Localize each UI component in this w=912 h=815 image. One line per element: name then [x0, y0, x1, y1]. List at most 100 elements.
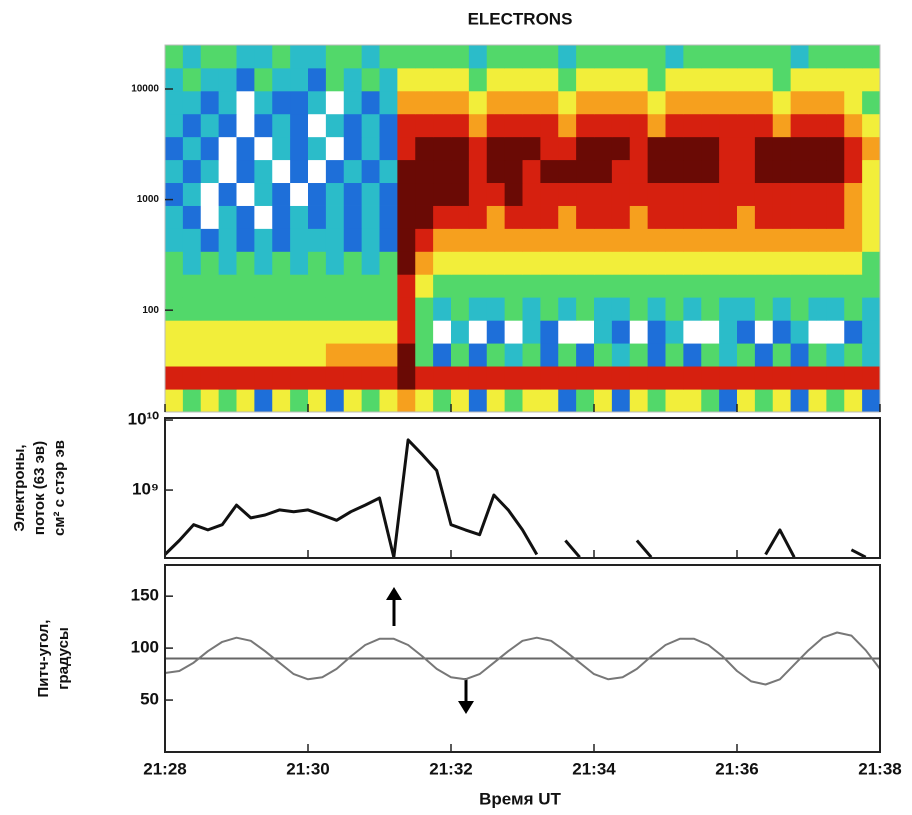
heatmap-cell — [683, 251, 702, 275]
heatmap-cell — [719, 159, 738, 184]
heatmap-cell — [236, 389, 255, 413]
heatmap-cell — [772, 366, 792, 390]
heatmap-cell — [236, 90, 255, 115]
heatmap-cell — [558, 159, 577, 184]
heatmap-cell — [558, 366, 577, 390]
heatmap-cell — [361, 90, 380, 115]
heatmap-cell — [647, 228, 666, 252]
heatmap-cell — [737, 136, 756, 161]
heatmap-cell — [325, 136, 345, 161]
heatmap-cell — [165, 320, 184, 344]
heatmap-cell — [415, 297, 434, 321]
heatmap-cell — [308, 45, 327, 69]
heatmap-cell — [486, 389, 506, 413]
heatmap-cell — [611, 182, 631, 206]
heatmap-cell — [451, 136, 470, 161]
heatmap-cell — [290, 182, 309, 206]
heatmap-cell — [665, 228, 684, 252]
heatmap-cell — [540, 182, 559, 206]
heatmap-cell — [379, 205, 398, 229]
heatmap-cell — [594, 274, 613, 298]
heatmap-cell — [218, 67, 237, 92]
y-tick-label: 10¹⁰ — [128, 410, 160, 429]
heatmap-cell — [683, 205, 702, 229]
heatmap-cell — [325, 205, 345, 229]
heatmap-cell — [415, 90, 434, 115]
heatmap-cell — [361, 136, 380, 161]
heatmap-cell — [182, 274, 202, 298]
heatmap-cell — [468, 297, 488, 321]
heatmap-cell — [665, 90, 684, 115]
heatmap-cell — [862, 389, 881, 413]
heatmap-cell — [236, 274, 255, 298]
heatmap-cell — [486, 159, 506, 184]
heatmap-cell — [701, 113, 720, 138]
panel-frame — [164, 44, 881, 413]
heatmap-cell — [808, 182, 827, 206]
heatmap-cell — [862, 113, 881, 138]
heatmap-cell — [486, 297, 506, 321]
heatmap-cell — [504, 320, 523, 344]
heatmap-cell — [290, 90, 309, 115]
heatmap-cell — [754, 182, 774, 206]
heatmap-cell — [683, 297, 702, 321]
heatmap-cell — [611, 228, 631, 252]
heatmap-cell — [754, 343, 774, 367]
heatmap-cell — [325, 366, 345, 390]
heatmap-cell — [737, 274, 756, 298]
heatmap-cell — [182, 159, 202, 184]
heatmap-cell — [772, 113, 792, 138]
heatmap-cell — [415, 274, 434, 298]
heatmap-cell — [594, 159, 613, 184]
x-tick-label: 21:38 — [858, 759, 901, 778]
heatmap-cell — [522, 320, 541, 344]
heatmap-cell — [737, 228, 756, 252]
heatmap-cell — [647, 297, 666, 321]
heatmap-cell — [683, 159, 702, 184]
heatmap-cell — [361, 205, 380, 229]
heatmap-cell — [522, 67, 541, 92]
heatmap-cell — [754, 251, 774, 275]
heatmap-cell — [361, 67, 380, 92]
heatmap-cell — [594, 343, 613, 367]
heatmap-cell — [844, 45, 863, 69]
heatmap-cell — [719, 251, 738, 275]
heatmap-cell — [200, 45, 220, 69]
heatmap-cell — [719, 205, 738, 229]
heatmap-cell — [772, 205, 792, 229]
heatmap-cell — [647, 90, 666, 115]
heatmap-cell — [451, 45, 470, 69]
heatmap-cell — [754, 297, 774, 321]
heatmap-cell — [683, 389, 702, 413]
heatmap-cell — [629, 205, 649, 229]
heatmap-cell — [540, 205, 559, 229]
panel: 100 1000 10000 — [131, 44, 881, 413]
heatmap-cell — [415, 320, 434, 344]
heatmap-cell — [826, 251, 845, 275]
heatmap-cell — [325, 159, 345, 184]
heatmap-cell — [629, 182, 649, 206]
x-tick-label: 21:28 — [143, 759, 186, 778]
heatmap-cell — [701, 297, 720, 321]
heatmap-cell — [576, 343, 595, 367]
heatmap-cell — [218, 251, 237, 275]
heatmap-cell — [754, 136, 774, 161]
heatmap-cell — [594, 366, 613, 390]
heatmap-cell — [647, 182, 666, 206]
heatmap-cell — [182, 205, 202, 229]
heatmap-cell — [254, 343, 273, 367]
heatmap-cell — [486, 113, 506, 138]
heatmap-cell — [290, 159, 309, 184]
heatmap-cell — [594, 389, 613, 413]
heatmap-cell — [576, 389, 595, 413]
heatmap-cell — [558, 228, 577, 252]
heatmap-cell — [844, 389, 863, 413]
heatmap-cell — [558, 205, 577, 229]
heatmap-cell — [737, 205, 756, 229]
heatmap-cell — [790, 320, 809, 344]
heatmap-cell — [415, 251, 434, 275]
heatmap-cell — [451, 389, 470, 413]
heatmap-cell — [415, 67, 434, 92]
heatmap-cell — [254, 366, 273, 390]
